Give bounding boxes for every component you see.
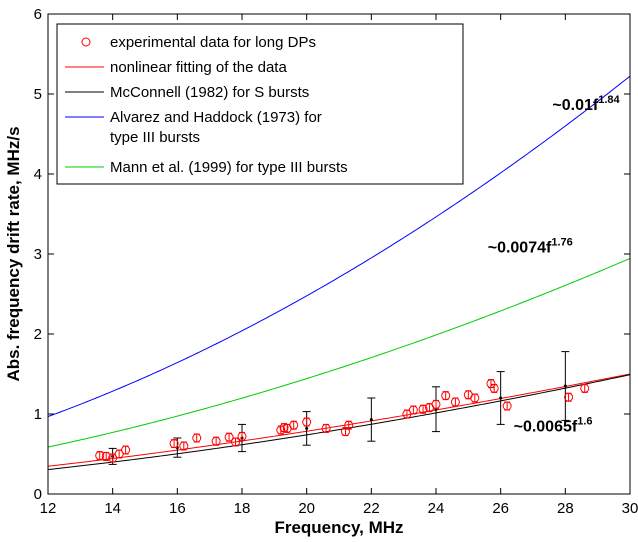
x-tick-label: 20 (298, 500, 315, 517)
x-tick-label: 28 (557, 500, 574, 517)
legend: experimental data for long DPs nonlinear… (56, 23, 464, 185)
plot-area (48, 75, 630, 471)
y-tick-label: 3 (34, 246, 42, 263)
y-tick-label: 0 (34, 486, 42, 503)
data-point (470, 393, 480, 403)
data-point (321, 423, 331, 433)
data-point (418, 404, 428, 414)
y-tick-label: 1 (34, 406, 42, 423)
y-axis-label: Abs. frequency drift rate, MHz/s (4, 126, 23, 381)
error-bar (302, 411, 311, 446)
data-point (211, 436, 221, 446)
x-tick-label: 18 (234, 500, 251, 517)
y-tick-label: 4 (34, 166, 42, 183)
data-point (231, 437, 241, 447)
data-point (276, 425, 286, 435)
data-point (580, 383, 590, 393)
data-point (121, 445, 131, 455)
x-tick-label: 14 (104, 500, 121, 517)
curve-annotation: ~0.0074f1.76 (488, 236, 573, 256)
legend-label: McConnell (1982) for S bursts (110, 84, 309, 101)
curve-annotation: ~0.0065f1.6 (514, 416, 593, 436)
error-bar (367, 397, 376, 442)
legend-label: nonlinear fitting of the data (110, 59, 287, 76)
data-point (408, 405, 418, 415)
data-point (441, 391, 451, 401)
curve-annotation: ~0.01f1.84 (552, 94, 620, 114)
legend-box (56, 23, 464, 185)
data-point (282, 423, 292, 433)
data-point (344, 420, 354, 430)
x-tick-label: 24 (428, 500, 445, 517)
data-point (192, 433, 202, 443)
data-point (502, 401, 512, 411)
x-tick-label: 22 (363, 500, 380, 517)
data-point (289, 420, 299, 430)
data-point (564, 392, 574, 402)
data-point (450, 397, 460, 407)
series-line-0 (48, 373, 630, 467)
data-point (489, 383, 499, 393)
data-point (179, 441, 189, 451)
data-point (302, 417, 312, 427)
x-tick-label: 16 (169, 500, 186, 517)
y-tick-label: 5 (34, 86, 42, 103)
series-line-1 (48, 374, 630, 471)
y-tick-label: 2 (34, 326, 42, 343)
x-tick-label: 30 (622, 500, 638, 517)
data-point (431, 399, 441, 409)
data-point (237, 431, 247, 441)
legend-label: Mann et al. (1999) for type III bursts (110, 159, 348, 176)
x-tick-label: 12 (40, 500, 57, 517)
y-tick-label: 6 (34, 6, 42, 23)
data-point (101, 451, 111, 461)
legend-label: experimental data for long DPs (110, 34, 316, 51)
error-bar (561, 351, 570, 421)
x-axis-label: Frequency, MHz (274, 518, 403, 537)
data-point (95, 451, 105, 461)
data-point (169, 439, 179, 449)
x-tick-label: 26 (492, 500, 509, 517)
series-line-3 (48, 258, 630, 448)
data-point (224, 432, 234, 442)
series-line-2 (48, 75, 630, 418)
legend-label-continued: type III bursts (110, 129, 200, 146)
legend-marker-circle (81, 37, 91, 47)
data-point (425, 403, 435, 413)
legend-label: Alvarez and Haddock (1973) for (110, 109, 322, 126)
error-bar (496, 371, 505, 425)
